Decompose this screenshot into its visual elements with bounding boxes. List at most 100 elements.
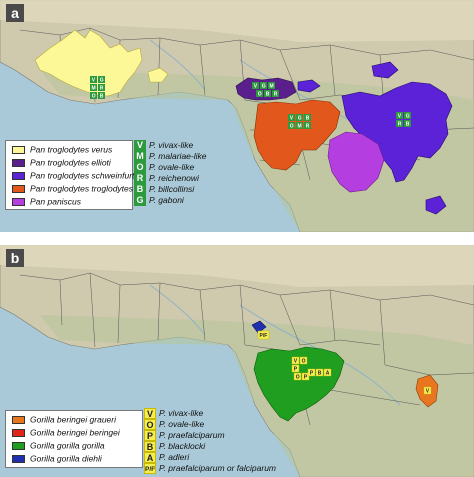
marker bbox=[90, 84, 97, 91]
marker-label: G bbox=[406, 113, 410, 119]
sahel-shading bbox=[0, 245, 474, 287]
forest-shading bbox=[40, 315, 474, 477]
legend-swatch bbox=[12, 171, 25, 180]
legend-swatch bbox=[12, 428, 25, 437]
legend-swatch bbox=[12, 145, 25, 154]
country-borders bbox=[19, 272, 474, 426]
marker-label: R bbox=[100, 85, 104, 91]
marker-label: B bbox=[100, 93, 104, 99]
marker-label: G bbox=[262, 83, 266, 89]
parasite-label: P. gaboni bbox=[149, 195, 184, 205]
range-pan-troglodytes-schweinfurthii-patch bbox=[371, 61, 399, 79]
parasite-code: M bbox=[134, 151, 146, 163]
legend-swatch bbox=[12, 197, 25, 206]
parasite-label: P. adleri bbox=[159, 452, 190, 462]
legend-swatch bbox=[12, 441, 25, 450]
marker bbox=[90, 76, 97, 83]
marker-label: R bbox=[306, 123, 310, 129]
parasite-code: O bbox=[134, 162, 146, 174]
parasite-legend-b: V P. vivax-like O P. ovale-like P P. praefa… bbox=[142, 408, 292, 476]
range-pan-troglodytes-schweinfurthii-patch bbox=[425, 195, 447, 215]
legend-item: Gorilla gorilla diehli bbox=[12, 453, 102, 464]
marker-label: P bbox=[304, 374, 308, 380]
panel-divider bbox=[0, 232, 474, 245]
marker-label: G bbox=[298, 115, 302, 121]
legend-item: Pan troglodytes ellioti bbox=[12, 157, 111, 168]
marker-label: O bbox=[296, 374, 300, 380]
parasite-code: B bbox=[144, 441, 156, 453]
parasite-code: V bbox=[144, 408, 156, 420]
marker-label: G bbox=[100, 77, 104, 83]
marker-label: M bbox=[298, 123, 302, 129]
legend-swatch bbox=[12, 415, 25, 424]
parasite-code: B bbox=[134, 184, 146, 196]
legend-item: Gorilla beringei graueri bbox=[12, 414, 116, 425]
range-pan-troglodytes-verus-patch bbox=[147, 67, 169, 83]
legend-item: Pan troglodytes troglodytes bbox=[12, 183, 133, 194]
legend-swatch bbox=[12, 184, 25, 193]
host-legend-a: Pan troglodytes verus Pan troglodytes el… bbox=[5, 140, 143, 210]
marker-label: B bbox=[266, 91, 270, 97]
parasite-markers-b: P/F V O P O P P B A V bbox=[257, 330, 432, 394]
parasite-label: P. praefalciparum or falciparum bbox=[159, 463, 277, 473]
panel-b-gorilla-map: P/F V O P O P P B A V b Gorilla beringei… bbox=[0, 245, 474, 477]
parasite-label: P. reichenowi bbox=[149, 173, 199, 183]
river bbox=[149, 284, 206, 336]
marker-label: M bbox=[92, 85, 96, 91]
range-pan-troglodytes-schweinfurthii-patch bbox=[297, 79, 321, 93]
panel-b-tag: b bbox=[6, 249, 24, 267]
marker-label: O bbox=[92, 93, 96, 99]
parasite-label: P. praefalciparum bbox=[159, 430, 225, 440]
parasite-label: P. billcollinsi bbox=[149, 184, 195, 194]
range-pan-troglodytes-troglodytes bbox=[253, 99, 341, 171]
legend-item: Pan paniscus bbox=[12, 196, 81, 207]
legend-item: Pan troglodytes verus bbox=[12, 144, 112, 155]
parasite-label: P. ovale-like bbox=[159, 419, 205, 429]
parasite-label: P. ovale-like bbox=[149, 162, 195, 172]
parasite-label: P. malariae-like bbox=[149, 151, 207, 161]
marker bbox=[90, 92, 97, 99]
legend-item: Gorilla beringei beringei bbox=[12, 427, 120, 438]
marker bbox=[98, 92, 105, 99]
river bbox=[149, 39, 206, 91]
parasite-code: O bbox=[144, 419, 156, 431]
marker-label: R bbox=[398, 121, 402, 127]
parasite-code: P/F bbox=[144, 463, 156, 475]
range-pan-paniscus bbox=[327, 131, 385, 193]
marker-label: M bbox=[270, 83, 274, 89]
marker-label: P/F bbox=[260, 333, 268, 339]
marker-label: V bbox=[426, 388, 430, 394]
range-gorilla-gorilla-diehli bbox=[251, 320, 267, 334]
parasite-code: R bbox=[134, 173, 146, 185]
panel-a-tag: a bbox=[6, 4, 24, 22]
parasite-legend-a: V P. vivax-like M P. malariae-like O P. ova… bbox=[132, 140, 226, 208]
marker-label: P bbox=[310, 370, 314, 376]
parasite-label: P. blacklocki bbox=[159, 441, 206, 451]
parasite-code: P bbox=[144, 430, 156, 442]
legend-item: Pan troglodytes schweinfurthii bbox=[12, 170, 143, 181]
legend-swatch bbox=[12, 158, 25, 167]
marker bbox=[98, 84, 105, 91]
host-legend-b: Gorilla beringei graueri Gorilla beringe… bbox=[5, 410, 143, 468]
map-a-svg: V G M R O B V G M O B R V G O M R B bbox=[0, 0, 474, 232]
marker-label: V bbox=[254, 83, 258, 89]
parasite-code: G bbox=[134, 195, 146, 207]
marker-label: V bbox=[294, 358, 298, 364]
legend-item: Gorilla gorilla gorilla bbox=[12, 440, 105, 451]
marker-label: V bbox=[398, 113, 402, 119]
legend-swatch bbox=[12, 454, 25, 463]
panel-a-chimpanzee-map: V G M R O B V G M O B R V G O M R B bbox=[0, 0, 474, 232]
marker-label: B bbox=[406, 121, 410, 127]
parasite-label: P. vivax-like bbox=[159, 408, 204, 418]
marker-label: O bbox=[302, 358, 306, 364]
parasite-markers-a: V G M R O B V G M O B R V G O M R B bbox=[90, 76, 411, 129]
range-pan-troglodytes-verus bbox=[34, 29, 143, 97]
marker-label: R bbox=[274, 91, 278, 97]
marker-label: V bbox=[290, 115, 294, 121]
marker-label: A bbox=[326, 370, 330, 376]
range-gorilla-gorilla-gorilla bbox=[253, 346, 345, 422]
map-b-svg: P/F V O P O P P B A V bbox=[0, 245, 474, 477]
marker-label: B bbox=[318, 370, 322, 376]
marker bbox=[98, 76, 105, 83]
marker-label: O bbox=[258, 91, 262, 97]
